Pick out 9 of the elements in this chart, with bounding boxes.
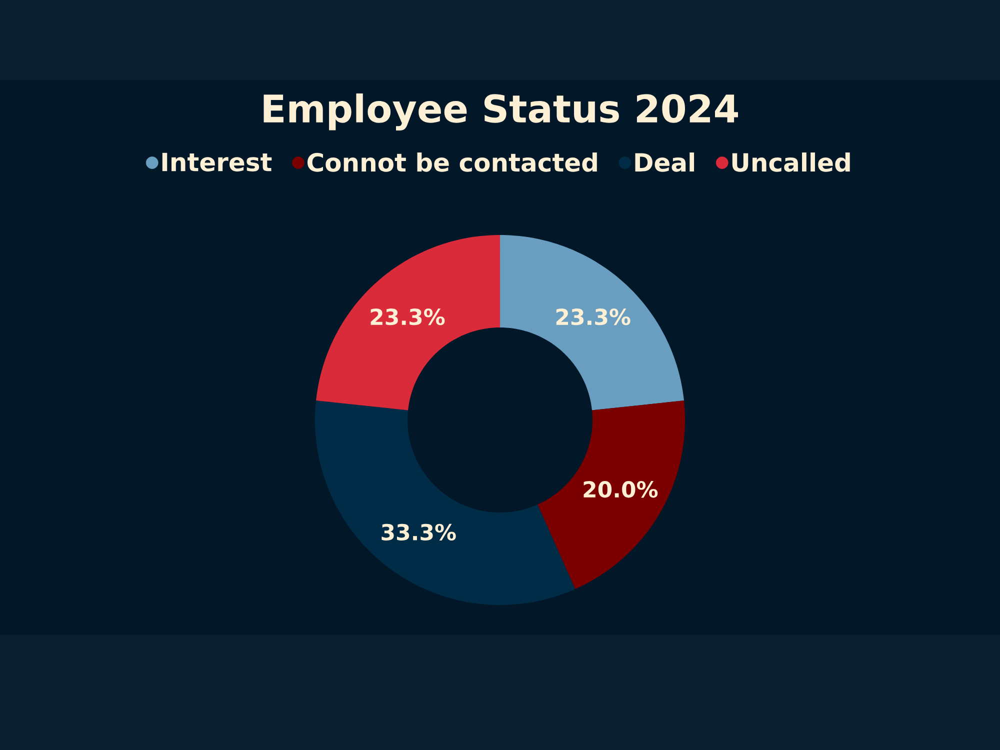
legend-label: Uncalled	[732, 152, 850, 172]
legend-label: Deal	[635, 152, 694, 172]
legend-label: Interest	[162, 152, 272, 172]
data-label: 23.3%	[556, 308, 630, 326]
legend-label: Connot be contacted	[307, 152, 597, 172]
data-label: 33.3%	[382, 524, 456, 541]
data-label: 20.0%	[584, 481, 658, 498]
data-label: 23.3%	[370, 308, 445, 326]
chart-title: Employee Status 2024	[264, 93, 738, 131]
